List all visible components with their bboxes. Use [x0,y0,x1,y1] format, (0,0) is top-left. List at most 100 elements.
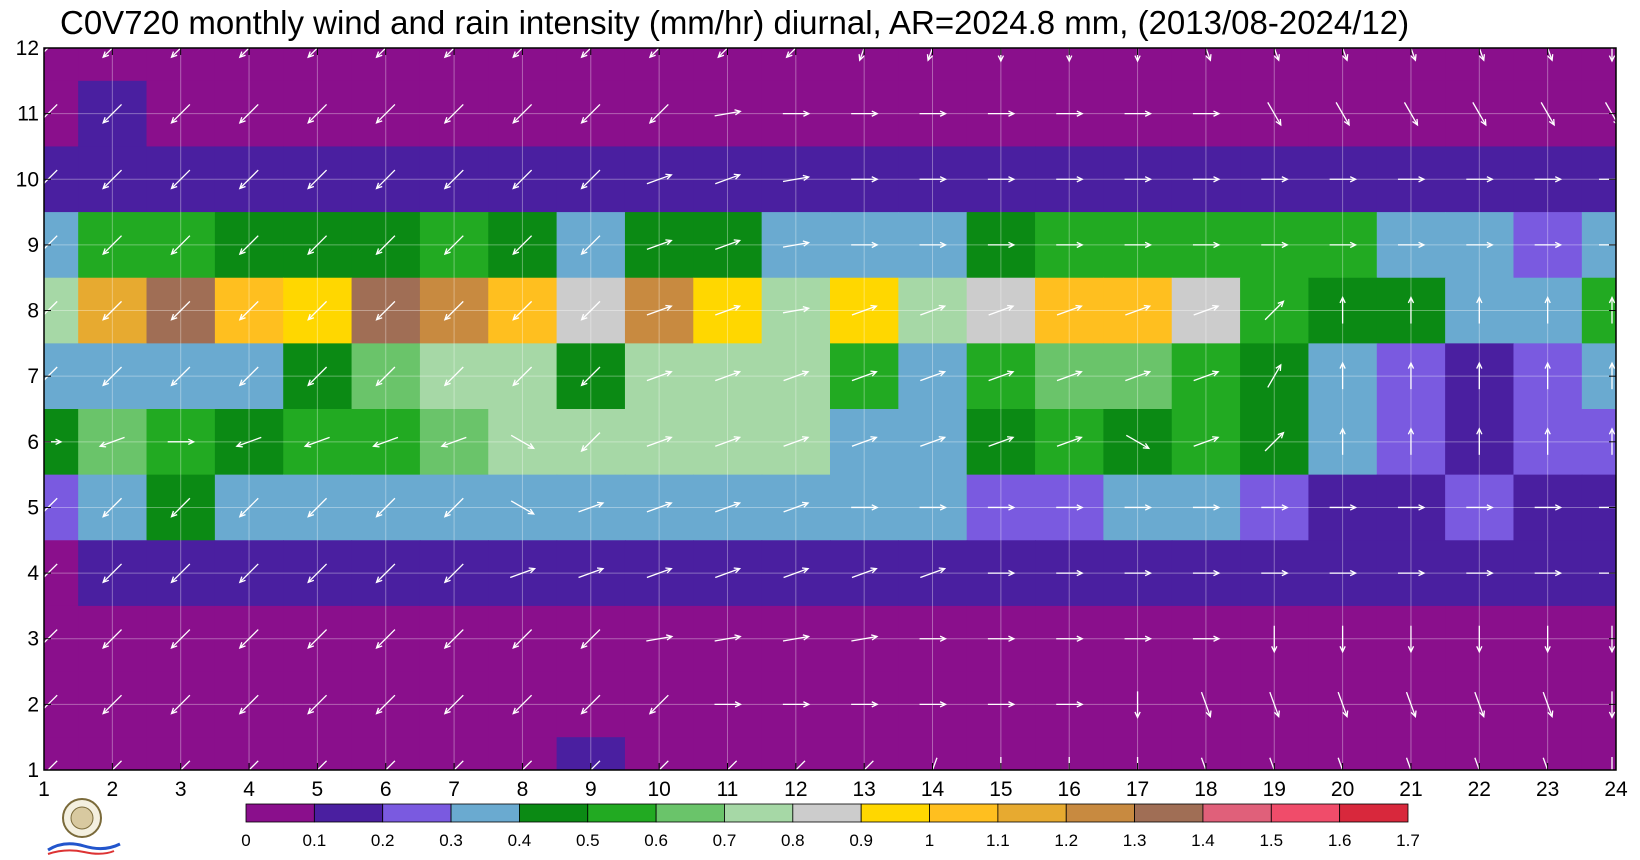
y-tick-label: 3 [27,628,39,651]
chart-title: C0V720 monthly wind and rain intensity (… [60,4,1410,41]
colorbar-label: 1.1 [986,831,1010,850]
wind-arrow [920,370,947,382]
y-tick-label: 2 [27,693,39,716]
wind-arrow [1193,436,1220,447]
wind-arrow [102,235,122,256]
wind-arrow [102,563,122,584]
wind-arrow [443,48,456,59]
wind-arrow [170,169,191,190]
wind-arrow [1478,48,1486,62]
colorbar-label: 1.2 [1054,831,1078,850]
wind-arrow [1269,691,1280,718]
wind-arrow [578,567,605,579]
wind-arrow [920,567,947,579]
wind-arrow [1339,296,1346,324]
wind-arrow [1271,625,1278,654]
wind-arrow [47,760,58,770]
wind-arrow [1466,241,1494,249]
wind-arrow [648,48,661,59]
colorbar-label: 0.5 [576,831,600,850]
colorbar-swatch [929,803,999,823]
x-tick-label: 11 [717,778,739,801]
y-tick-label: 6 [27,431,39,454]
wind-arrow [714,109,742,117]
wind-arrow [1192,569,1221,577]
wind-arrow [580,300,601,321]
wind-arrow [851,370,878,382]
y-tick-label: 8 [27,300,39,323]
wind-arrow [375,48,387,59]
wind-arrow [102,169,122,190]
wind-arrow [375,629,396,649]
colorbar-swatch [587,803,657,823]
y-tick-label: 9 [27,234,39,257]
wind-arrow [1474,691,1486,718]
wind-arrow [1534,241,1563,249]
wind-arrow [443,563,464,584]
wind-arrow [1134,48,1141,63]
wind-arrow [851,110,879,117]
wind-arrow [1056,701,1084,708]
wind-arrow [783,436,810,447]
wind-arrow [726,760,738,770]
wind-arrow [987,110,1016,117]
x-tick-label: 23 [1536,778,1559,801]
colorbar-swatch [724,803,794,823]
colorbar-label: 1.5 [1259,831,1283,850]
wind-arrow [510,434,535,450]
wind-arrow [1124,241,1153,249]
wind-arrow [1542,757,1549,770]
wind-arrow [102,497,122,518]
wind-arrow [307,103,328,124]
wind-arrow [238,103,259,124]
wind-arrow [1264,431,1285,452]
wind-arrow [1056,370,1083,382]
colorbar-label: 0.8 [781,831,805,850]
wind-arrow [1329,241,1358,249]
colorbar-swatch [313,803,384,823]
wind-arrow [926,48,934,62]
x-tick-label: 5 [312,778,324,801]
wind-arrow [307,497,328,518]
wind-arrow [1267,102,1282,127]
x-tick-label: 24 [1604,778,1628,801]
wind-arrow [987,569,1016,577]
wind-arrow [1397,176,1426,183]
wind-arrow [1192,241,1221,249]
wind-arrow [167,438,196,446]
wind-arrow [1124,635,1153,642]
wind-arrow [238,694,259,715]
wind-arrow [648,103,669,124]
wind-arrow [307,694,328,715]
wind-arrow [512,366,533,387]
wind-arrow [1329,504,1358,511]
wind-arrow [1534,176,1563,183]
wind-arrow [307,48,319,59]
wind-arrow [372,436,399,448]
wind-arrow [235,436,262,448]
wind-arrow [1329,569,1358,577]
wind-arrow [248,760,259,770]
wind-arrow [512,629,533,649]
wind-arrow [714,701,742,708]
wind-arrow [987,635,1016,642]
wind-arrow [1476,427,1483,455]
wind-arrow [1405,757,1412,770]
wind-arrow [646,501,673,513]
colorbar-label: 1.7 [1396,831,1420,850]
intensity-cell [1581,48,1616,82]
wind-arrow [375,366,396,387]
wind-arrow [1466,504,1494,511]
wind-arrow [987,504,1016,511]
wind-arrow [512,694,533,715]
y-tick-label: 11 [17,103,39,126]
colorbar-swatch [1270,803,1341,823]
x-tick-label: 20 [1331,778,1354,801]
wind-arrow [375,169,396,190]
wind-arrow [1192,635,1221,642]
wind-arrow [1068,757,1070,770]
wind-arrow [851,504,879,511]
colorbar-swatch [997,803,1067,823]
colorbar-label: 0.1 [303,831,327,850]
